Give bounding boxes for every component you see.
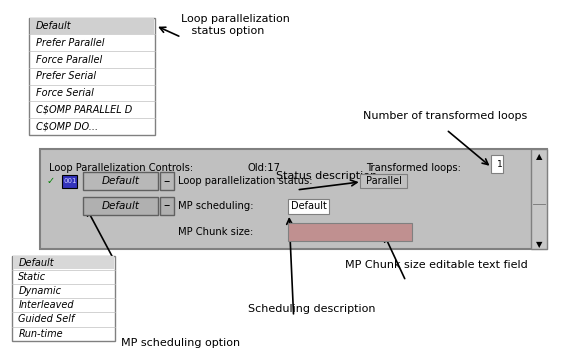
- Text: Prefer Parallel: Prefer Parallel: [36, 38, 104, 48]
- FancyBboxPatch shape: [160, 172, 174, 190]
- Text: Force Serial: Force Serial: [36, 88, 94, 98]
- Text: ▲: ▲: [536, 152, 542, 162]
- Text: Loop Parallelization Controls:: Loop Parallelization Controls:: [49, 163, 193, 173]
- Text: 001: 001: [63, 179, 77, 184]
- Text: Transformed loops:: Transformed loops:: [365, 163, 460, 173]
- FancyBboxPatch shape: [360, 174, 407, 188]
- Text: Prefer Serial: Prefer Serial: [36, 71, 96, 81]
- Text: Parallel: Parallel: [365, 176, 401, 186]
- FancyBboxPatch shape: [13, 256, 114, 269]
- Text: Scheduling description: Scheduling description: [248, 304, 375, 314]
- Text: MP Chunk size:: MP Chunk size:: [178, 227, 254, 237]
- Text: Static: Static: [19, 272, 46, 282]
- Text: Default: Default: [19, 258, 54, 268]
- Text: Run-time: Run-time: [19, 329, 63, 339]
- Text: Interleaved: Interleaved: [19, 300, 74, 310]
- FancyBboxPatch shape: [288, 199, 329, 214]
- FancyBboxPatch shape: [41, 149, 547, 248]
- Text: Default: Default: [291, 201, 327, 211]
- FancyBboxPatch shape: [83, 197, 158, 215]
- Text: Force Parallel: Force Parallel: [36, 55, 102, 65]
- FancyBboxPatch shape: [160, 197, 174, 215]
- FancyBboxPatch shape: [288, 223, 412, 241]
- Text: –: –: [164, 175, 170, 187]
- Text: Default: Default: [102, 176, 140, 186]
- FancyBboxPatch shape: [30, 18, 154, 34]
- FancyBboxPatch shape: [83, 172, 158, 190]
- Text: ✓: ✓: [46, 176, 54, 186]
- Text: Status description: Status description: [276, 171, 378, 181]
- Text: C$OMP PARALLEL D: C$OMP PARALLEL D: [36, 105, 132, 115]
- FancyBboxPatch shape: [12, 256, 115, 341]
- FancyBboxPatch shape: [531, 149, 547, 248]
- Text: Default: Default: [36, 21, 71, 31]
- Text: Loop parallelization status:: Loop parallelization status:: [178, 176, 313, 186]
- Text: ▼: ▼: [536, 240, 542, 250]
- Text: Dynamic: Dynamic: [19, 286, 61, 296]
- FancyBboxPatch shape: [490, 155, 503, 173]
- Text: Default: Default: [102, 201, 140, 211]
- Text: Number of transformed loops: Number of transformed loops: [362, 111, 527, 121]
- Text: MP scheduling:: MP scheduling:: [178, 201, 254, 211]
- Text: 1: 1: [497, 160, 503, 169]
- Text: Loop parallelization
   status option: Loop parallelization status option: [181, 14, 290, 36]
- FancyBboxPatch shape: [29, 18, 155, 135]
- Text: MP scheduling option: MP scheduling option: [121, 338, 240, 348]
- Text: –: –: [164, 200, 170, 212]
- Text: MP Chunk size editable text field: MP Chunk size editable text field: [346, 260, 528, 270]
- Text: Guided Self: Guided Self: [19, 315, 75, 324]
- Text: C$OMP DO...: C$OMP DO...: [36, 121, 98, 132]
- FancyBboxPatch shape: [62, 175, 77, 188]
- Text: Old:17: Old:17: [248, 163, 281, 173]
